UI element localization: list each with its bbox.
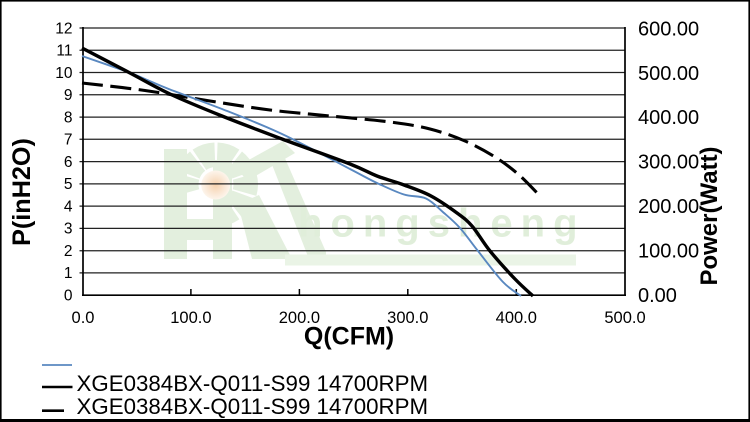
svg-text:300.0: 300.0 <box>387 309 428 327</box>
svg-text:6: 6 <box>64 154 73 171</box>
svg-text:XGE0384BX-Q011-S99 14700RPM: XGE0384BX-Q011-S99 14700RPM <box>77 371 429 396</box>
svg-text:5: 5 <box>64 176 73 193</box>
svg-text:4: 4 <box>64 198 73 215</box>
svg-text:8: 8 <box>64 109 73 126</box>
svg-text:0.00: 0.00 <box>638 285 677 307</box>
svg-text:10: 10 <box>55 65 73 82</box>
svg-text:100.00: 100.00 <box>638 241 699 263</box>
svg-text:11: 11 <box>56 43 72 60</box>
svg-text:0: 0 <box>64 288 73 305</box>
svg-text:hongsheng: hongsheng <box>298 202 586 246</box>
svg-text:12: 12 <box>55 20 72 37</box>
svg-text:XGE0384BX-Q011-S99 14700RPM: XGE0384BX-Q011-S99 14700RPM <box>77 394 429 419</box>
svg-text:100.0: 100.0 <box>170 309 211 327</box>
svg-text:1: 1 <box>64 265 73 282</box>
svg-text:Power(Watt): Power(Watt) <box>696 146 723 285</box>
svg-text:400.00: 400.00 <box>638 107 699 129</box>
svg-text:500.0: 500.0 <box>604 309 645 327</box>
svg-text:2: 2 <box>64 243 73 260</box>
svg-text:200.0: 200.0 <box>279 309 320 327</box>
svg-text:9: 9 <box>64 87 73 104</box>
svg-text:0.0: 0.0 <box>72 309 95 327</box>
svg-text:3: 3 <box>64 221 73 238</box>
svg-text:300.00: 300.00 <box>638 152 699 174</box>
svg-text:Q(CFM): Q(CFM) <box>304 323 394 351</box>
svg-text:600.00: 600.00 <box>638 18 699 40</box>
svg-text:200.00: 200.00 <box>638 196 699 218</box>
svg-text:500.00: 500.00 <box>638 63 699 85</box>
svg-text:P(inH2O): P(inH2O) <box>8 138 36 246</box>
svg-text:400.0: 400.0 <box>496 309 537 327</box>
svg-text:7: 7 <box>64 132 73 149</box>
